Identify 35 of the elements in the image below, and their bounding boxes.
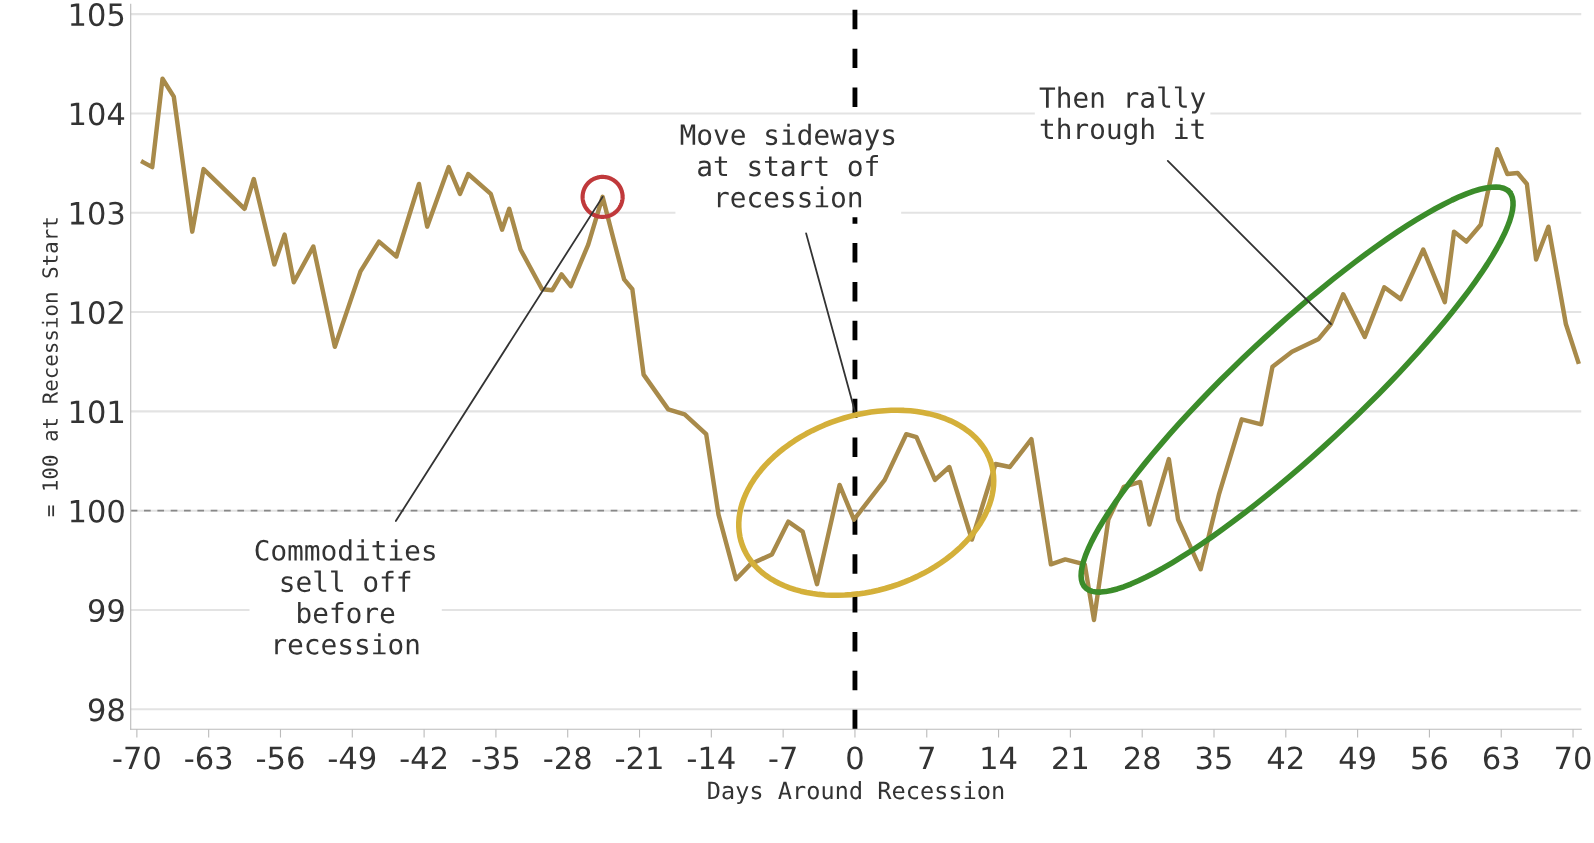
annotation: Commodities sell off before recession [255, 539, 435, 655]
x-tick-label: -28 [544, 746, 591, 770]
x-tick-label: 35 [1196, 746, 1231, 770]
x-tick-label: -14 [687, 746, 735, 770]
y-tick-label: 101 [70, 400, 124, 424]
x-tick-label: 14 [982, 746, 1017, 770]
x-tick-label: -7 [769, 746, 796, 770]
x-tick-label: 42 [1267, 746, 1303, 770]
x-tick-label: 49 [1339, 746, 1375, 770]
x-tick-label: -42 [400, 746, 446, 770]
x-tick-label: -49 [328, 746, 376, 770]
y-tick-label: 99 [88, 598, 124, 623]
x-tick-label: -35 [472, 746, 519, 770]
x-tick-label: -70 [113, 746, 160, 770]
y-tick-label: 104 [70, 102, 125, 126]
x-tick-label: 21 [1053, 746, 1087, 770]
y-tick-label: 100 [70, 499, 124, 523]
x-tick-label: -63 [185, 746, 232, 770]
annotation: Then rally through it [1039, 86, 1206, 145]
x-tick-label: 56 [1412, 746, 1447, 770]
x-axis-title: Days Around Recession [708, 781, 1004, 804]
x-tick-label: 7 [919, 746, 934, 770]
line-series [140, 76, 1581, 623]
x-tick-label: 70 [1556, 746, 1591, 770]
y-tick-label: 105 [70, 3, 124, 27]
annotation: Move sideways at start of recession [680, 123, 895, 208]
y-tick-label: 102 [70, 301, 123, 325]
y-tick-label: 98 [88, 698, 124, 722]
y-axis-title: = 100 at Recession Start [41, 218, 58, 517]
x-tick-label: 0 [847, 746, 863, 770]
x-tick-label: -56 [257, 746, 304, 770]
x-tick-label: 28 [1124, 746, 1160, 770]
x-tick-label: -21 [616, 746, 662, 770]
y-tick-label: 103 [70, 201, 124, 225]
x-tick-label: 63 [1483, 746, 1519, 770]
